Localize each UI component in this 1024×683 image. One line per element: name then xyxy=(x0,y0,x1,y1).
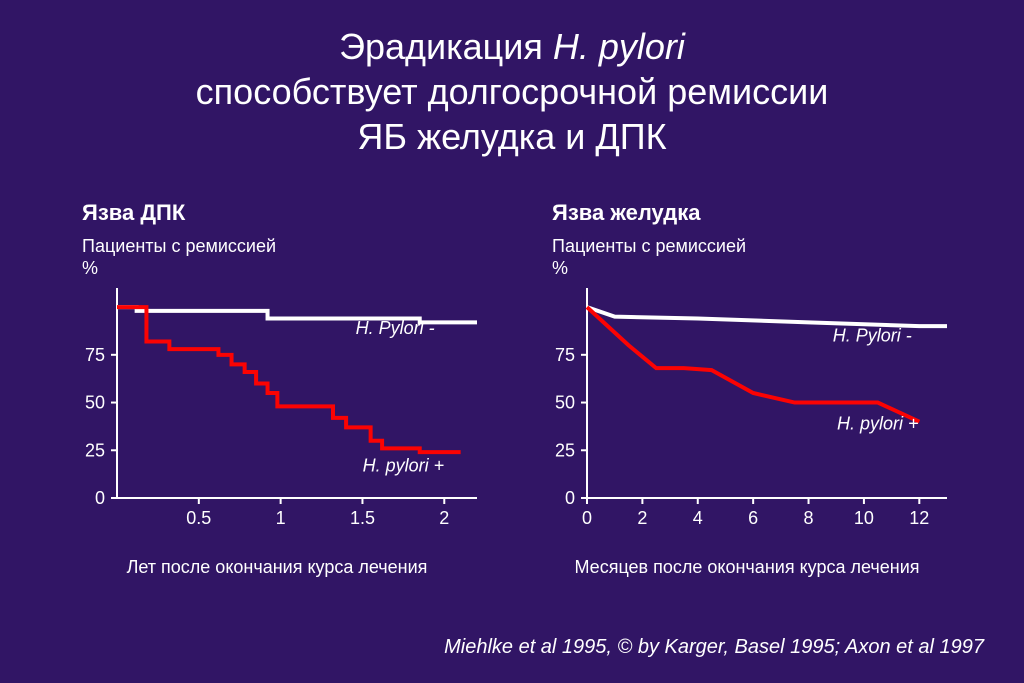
panel-b-xlabel: Месяцев после окончания курса лечения xyxy=(532,557,962,578)
svg-text:10: 10 xyxy=(854,508,874,528)
panel-b-title: Язва желудка xyxy=(552,200,962,226)
svg-text:50: 50 xyxy=(85,393,105,413)
svg-text:75: 75 xyxy=(555,345,575,365)
charts-row: Язва ДПК Пациенты с ремиссией % 0 25 50 75 0… xyxy=(0,200,1024,578)
panel-gastric: Язва желудка Пациенты с ремиссией % 0 25 5… xyxy=(532,200,962,578)
svg-text:4: 4 xyxy=(693,508,703,528)
svg-text:0.5: 0.5 xyxy=(186,508,211,528)
svg-text:1: 1 xyxy=(276,508,286,528)
svg-text:H. pylori +: H. pylori + xyxy=(837,413,919,433)
svg-text:1.5: 1.5 xyxy=(350,508,375,528)
svg-text:75: 75 xyxy=(85,345,105,365)
title-l1b: H. pylori xyxy=(553,26,685,67)
svg-text:0: 0 xyxy=(582,508,592,528)
svg-text:H. pylori +: H. pylori + xyxy=(363,455,445,475)
panel-b-ylabel: Пациенты с ремиссией % xyxy=(552,236,962,279)
panel-a-plot: 02550750.511.52H. Pylori -H. pylori + xyxy=(62,283,492,523)
panel-a-xlabel: Лет после окончания курса лечения xyxy=(62,557,492,578)
svg-text:50: 50 xyxy=(555,393,575,413)
svg-text:6: 6 xyxy=(748,508,758,528)
svg-text:0: 0 xyxy=(95,488,105,508)
title-l1a: Эрадикация xyxy=(339,26,553,67)
citation: Miehlke et al 1995, © by Karger, Basel 1… xyxy=(0,636,1024,659)
panel-duodenal: Язва ДПК Пациенты с ремиссией % 0 25 50 75 0… xyxy=(62,200,492,578)
svg-text:H. Pylori -: H. Pylori - xyxy=(833,326,912,346)
panel-a-ylabel: Пациенты с ремиссией % xyxy=(82,236,492,279)
svg-text:0: 0 xyxy=(565,488,575,508)
panel-b-plot: 0255075024681012H. Pylori -H. pylori + xyxy=(532,283,962,523)
svg-text:8: 8 xyxy=(804,508,814,528)
svg-text:H. Pylori -: H. Pylori - xyxy=(356,318,435,338)
svg-text:25: 25 xyxy=(555,440,575,460)
slide-title: Эрадикация H. pylori способствует долгос… xyxy=(0,0,1024,159)
svg-text:2: 2 xyxy=(439,508,449,528)
title-l2: способствует долгосрочной ремиссии xyxy=(196,71,829,112)
svg-text:12: 12 xyxy=(909,508,929,528)
title-l3: ЯБ желудка и ДПК xyxy=(357,116,666,157)
svg-text:25: 25 xyxy=(85,440,105,460)
svg-text:2: 2 xyxy=(637,508,647,528)
panel-a-title: Язва ДПК xyxy=(82,200,492,226)
